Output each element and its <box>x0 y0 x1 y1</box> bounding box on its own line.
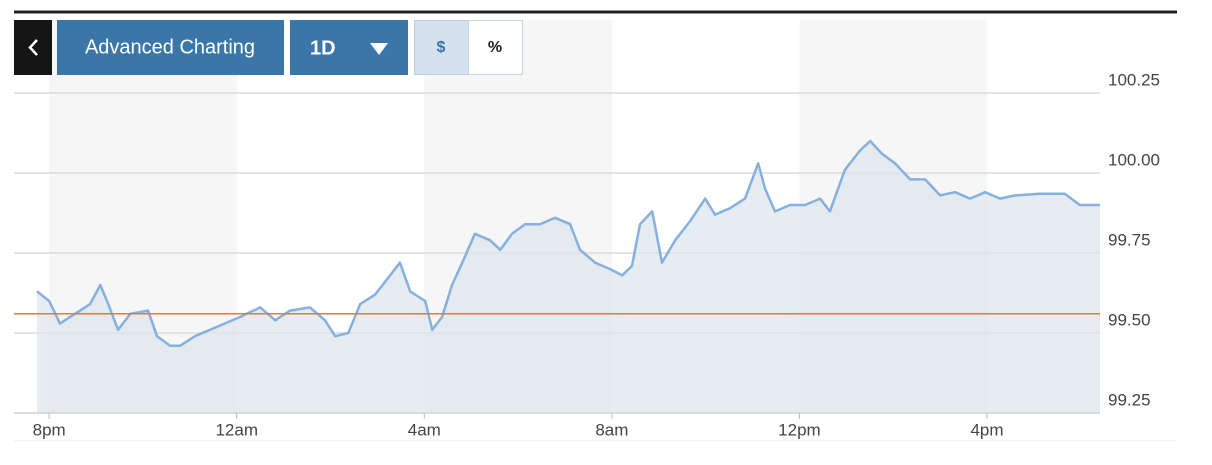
dollar-label: $ <box>437 39 446 56</box>
x-tick-label: 12pm <box>778 420 821 439</box>
dollar-button[interactable] <box>414 20 469 75</box>
advanced-charting-button[interactable] <box>57 20 284 75</box>
percent-button[interactable] <box>468 20 523 75</box>
period-label: 1D <box>310 37 336 59</box>
back-button[interactable] <box>14 20 52 75</box>
x-tick-label: 8am <box>595 420 628 439</box>
area <box>37 141 1100 413</box>
percent-label: % <box>488 39 502 56</box>
dropdown-arrow <box>370 43 388 55</box>
y-tick-label: 100.25 <box>1108 70 1160 89</box>
y-tick-label: 100.00 <box>1108 150 1160 169</box>
y-tick-label: 99.50 <box>1108 310 1151 329</box>
x-tick-label: 4pm <box>970 420 1003 439</box>
y-tick-label: 99.75 <box>1108 230 1151 249</box>
x-tick-label: 4am <box>408 420 441 439</box>
period-dropdown[interactable] <box>290 20 408 75</box>
line <box>36 139 1100 348</box>
y-tick-label: 99.25 <box>1108 390 1151 409</box>
advanced-charting-label: Advanced Charting <box>85 36 255 58</box>
back-icon <box>28 39 38 56</box>
x-tick-label: 8pm <box>33 420 66 439</box>
x-tick-label: 12am <box>215 420 258 439</box>
